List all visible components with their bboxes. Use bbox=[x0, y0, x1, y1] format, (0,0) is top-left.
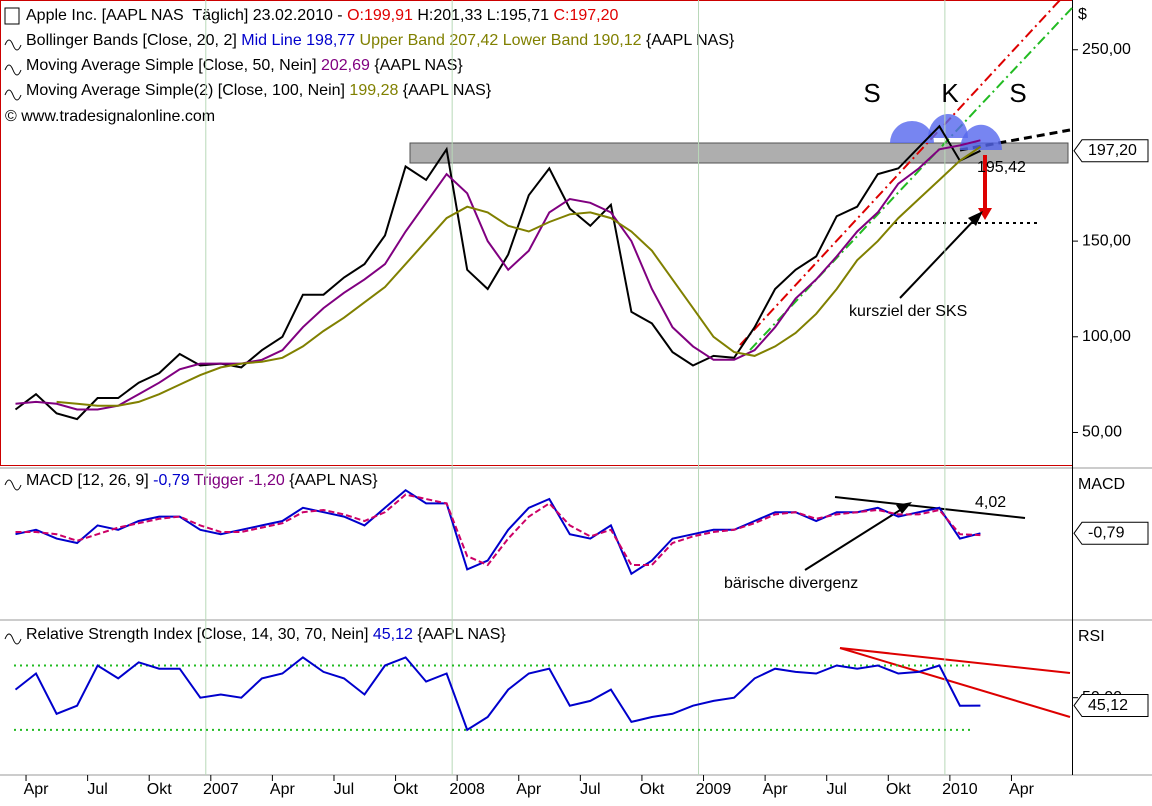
legend-segment: {AAPL NAS} bbox=[642, 32, 735, 49]
title-segment: O:199,91 bbox=[347, 7, 413, 24]
legend-entry: MACD [12, 26, 9] -0,79 Trigger -1,20 {AA… bbox=[26, 472, 378, 489]
title-segment: C:197,20 bbox=[553, 7, 618, 24]
legend-segment: Trigger bbox=[190, 472, 249, 489]
title-segment: H:201,33 L:195,71 bbox=[413, 7, 554, 24]
legend-segment: Mid Line 198,77 bbox=[241, 32, 355, 49]
series-line bbox=[14, 124, 981, 421]
annotation: 195,42 bbox=[977, 159, 1026, 176]
annotation-arrow bbox=[804, 506, 906, 571]
legend-segment: Bollinger Bands [Close, 20, 2] bbox=[26, 32, 241, 49]
x-tick-label: Apr bbox=[1009, 781, 1035, 798]
legend-segment: Moving Average Simple [Close, 50, Nein] bbox=[26, 57, 321, 74]
last-value: 197,20 bbox=[1088, 142, 1137, 159]
trend-line bbox=[739, 0, 1061, 346]
series-line bbox=[15, 493, 981, 567]
x-tick-label: Apr bbox=[763, 781, 789, 798]
target-arrow-head bbox=[978, 208, 992, 220]
x-tick-label: Apr bbox=[516, 781, 542, 798]
annotation: kursziel der SKS bbox=[849, 303, 967, 320]
last-value-box bbox=[1073, 521, 1149, 545]
legend-icon bbox=[4, 64, 22, 76]
annotation: bärische divergenz bbox=[724, 575, 858, 592]
annotation-arrow-head bbox=[968, 211, 983, 226]
series-line bbox=[14, 656, 981, 732]
y-tick-label: 150,00 bbox=[1082, 232, 1131, 249]
axis-label: $ bbox=[1078, 6, 1087, 23]
chart-title: Apple Inc. [AAPL NAS Täglich] 23.02.2010… bbox=[26, 7, 619, 24]
legend-segment: {AAPL NAS} bbox=[398, 82, 491, 99]
legend-segment: 202,69 bbox=[321, 57, 370, 74]
legend-icon bbox=[4, 633, 22, 645]
legend-segment: -0,79 bbox=[153, 472, 190, 489]
x-tick-label: 2009 bbox=[696, 781, 732, 798]
legend-segment: MACD [12, 26, 9] bbox=[26, 472, 153, 489]
annotation-arrow-head bbox=[896, 502, 912, 514]
annotation: K bbox=[941, 78, 959, 108]
plot-layer: Apple Inc. [AAPL NAS Täglich] 23.02.2010… bbox=[4, 0, 1149, 798]
legend-segment: Moving Average Simple(2) [Close, 100, Ne… bbox=[26, 82, 349, 99]
legend-segment: Upper Band 207,42 Lower Band 190,12 bbox=[355, 32, 642, 49]
legend-entry: Moving Average Simple [Close, 50, Nein] … bbox=[26, 57, 463, 74]
x-tick-label: Okt bbox=[147, 781, 172, 798]
rsi-trend-line bbox=[839, 647, 1071, 674]
y-tick-label: 50,00 bbox=[1082, 424, 1122, 441]
legend-segment: {AAPL NAS} bbox=[413, 626, 506, 643]
trend-line bbox=[749, 7, 1073, 351]
divergence-line bbox=[834, 496, 1026, 519]
axis-label: MACD bbox=[1078, 476, 1125, 493]
last-value: 45,12 bbox=[1088, 697, 1128, 714]
last-value-box bbox=[1073, 694, 1149, 718]
x-tick-label: 2010 bbox=[942, 781, 978, 798]
legend-icon bbox=[4, 89, 22, 101]
x-tick-label: Okt bbox=[639, 781, 664, 798]
x-tick-label: Okt bbox=[886, 781, 911, 798]
x-tick-label: 2007 bbox=[203, 781, 239, 798]
x-tick-label: Jul bbox=[334, 781, 354, 798]
title-segment: Apple Inc. [AAPL NAS Täglich] 23.02.2010… bbox=[26, 7, 347, 24]
shoulder-marker bbox=[890, 121, 934, 143]
axis-label: RSI bbox=[1078, 628, 1105, 645]
x-tick-label: Jul bbox=[87, 781, 107, 798]
legend-icon bbox=[4, 479, 22, 491]
legend-segment: {AAPL NAS} bbox=[285, 472, 378, 489]
x-tick-label: Okt bbox=[393, 781, 418, 798]
copyright: © www.tradesignalonline.com bbox=[5, 108, 215, 125]
annotation: S bbox=[1009, 78, 1026, 108]
annotation-arrow bbox=[899, 215, 979, 299]
y-tick-label: 100,00 bbox=[1082, 328, 1131, 345]
rsi-trend-line bbox=[839, 647, 1071, 718]
legend-entry: Bollinger Bands [Close, 20, 2] Mid Line … bbox=[26, 32, 735, 49]
series-line bbox=[56, 145, 981, 407]
x-tick-label: Jul bbox=[826, 781, 846, 798]
legend-segment: 45,12 bbox=[373, 626, 413, 643]
annotation: S bbox=[863, 78, 880, 108]
legend-icon bbox=[4, 39, 22, 51]
legend-segment: Relative Strength Index [Close, 14, 30, … bbox=[26, 626, 373, 643]
last-value: -0,79 bbox=[1088, 525, 1125, 542]
x-tick-label: Apr bbox=[24, 781, 50, 798]
y-tick-label: 250,00 bbox=[1082, 41, 1131, 58]
x-tick-label: Apr bbox=[270, 781, 296, 798]
annotation: 4,02 bbox=[975, 494, 1006, 511]
legend-segment: 199,28 bbox=[349, 82, 398, 99]
resistance-zone bbox=[409, 142, 1069, 164]
legend-segment: {AAPL NAS} bbox=[370, 57, 463, 74]
x-tick-label: Jul bbox=[580, 781, 600, 798]
legend-entry: Moving Average Simple(2) [Close, 100, Ne… bbox=[26, 82, 492, 99]
last-value-box bbox=[1073, 139, 1149, 163]
head-marker bbox=[928, 114, 968, 138]
series-line bbox=[15, 139, 981, 411]
legend-segment: -1,20 bbox=[248, 472, 285, 489]
legend-entry: Relative Strength Index [Close, 14, 30, … bbox=[26, 626, 506, 643]
x-tick-label: 2008 bbox=[449, 781, 485, 798]
title-icon bbox=[4, 7, 20, 25]
